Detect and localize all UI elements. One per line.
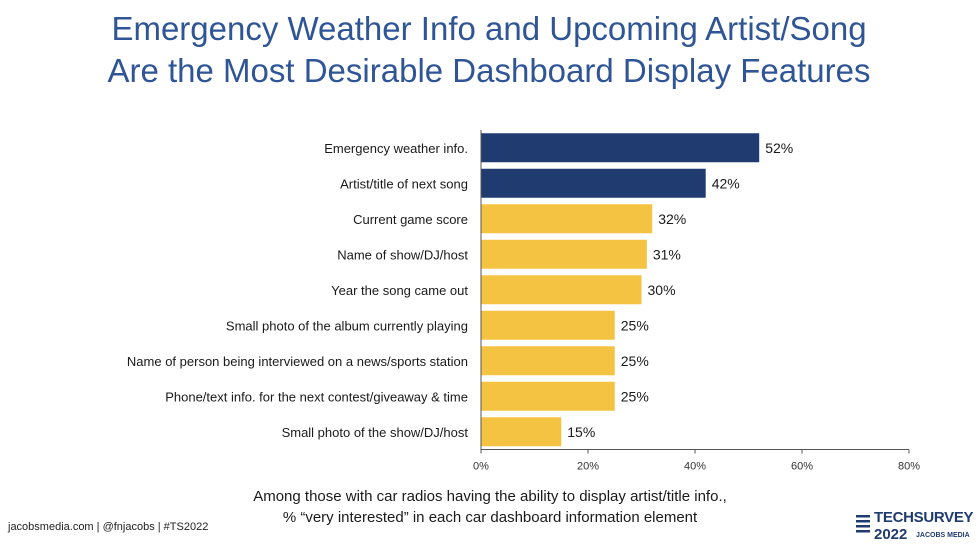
category-label-3: Current game score (353, 212, 468, 227)
bar-9 (481, 417, 562, 447)
bar-5 (481, 275, 642, 305)
x-tick-label-4: 60% (791, 461, 813, 473)
wave-bars-icon (856, 515, 870, 533)
category-label-6: Small photo of the album currently playi… (226, 318, 468, 333)
caption-line-1: Among those with car radios having the a… (253, 488, 727, 505)
axes-group (480, 130, 910, 454)
bar-4 (481, 239, 647, 269)
chart-caption: Among those with car radios having the a… (180, 486, 800, 528)
x-tick-label-3: 40% (684, 461, 706, 473)
logo-line-3: JACOBS MEDIA (916, 532, 970, 539)
value-label-8: 25% (621, 388, 649, 404)
bar-1 (481, 133, 760, 163)
bars-group (481, 133, 760, 447)
category-label-8: Phone/text info. for the next contest/gi… (165, 389, 468, 404)
x-tick-label-5: 80% (898, 461, 920, 473)
bar-6 (481, 310, 615, 340)
value-label-3: 32% (658, 211, 686, 227)
category-label-7: Name of person being interviewed on a ne… (127, 354, 468, 369)
bar-7 (481, 346, 615, 376)
value-label-4: 31% (653, 246, 681, 262)
chart-title-line-1: Emergency Weather Info and Upcoming Arti… (111, 10, 867, 47)
category-label-2: Artist/title of next song (340, 176, 468, 191)
category-labels-group: Emergency weather info. Artist/title of n… (127, 141, 468, 440)
category-label-9: Small photo of the show/DJ/host (282, 425, 469, 440)
category-label-5: Year the song came out (331, 283, 468, 298)
logo-line-2: 2022 (874, 526, 908, 543)
logo-line-1: TECHSURVEY (874, 509, 974, 526)
caption-line-2: % “very interested” in each car dashboar… (282, 509, 698, 526)
value-labels-group: 52% 42% 32% 31% 30% 25% 25% 25% 15% (567, 140, 793, 440)
chart-title: Emergency Weather Info and Upcoming Arti… (0, 8, 978, 92)
bar-2 (481, 168, 706, 198)
chart-title-line-2: Are the Most Desirable Dashboard Display… (107, 52, 871, 89)
bar-8 (481, 381, 615, 411)
x-tick-label-2: 20% (577, 461, 599, 473)
value-label-2: 42% (712, 175, 740, 191)
tick-labels-group: 0% 20% 40% 60% 80% (473, 461, 920, 473)
value-label-5: 30% (648, 282, 676, 298)
value-label-7: 25% (621, 353, 649, 369)
value-label-1: 52% (765, 140, 793, 156)
value-label-9: 15% (567, 424, 595, 440)
x-tick-label-1: 0% (473, 461, 489, 473)
category-label-1: Emergency weather info. (324, 141, 468, 156)
bar-3 (481, 204, 653, 234)
category-label-4: Name of show/DJ/host (337, 247, 468, 262)
footer-text: jacobsmedia.com | @fnjacobs | #TS2022 (8, 521, 209, 533)
value-label-6: 25% (621, 317, 649, 333)
techsurvey-logo: TECHSURVEY 2022 JACOBS MEDIA (856, 507, 974, 547)
